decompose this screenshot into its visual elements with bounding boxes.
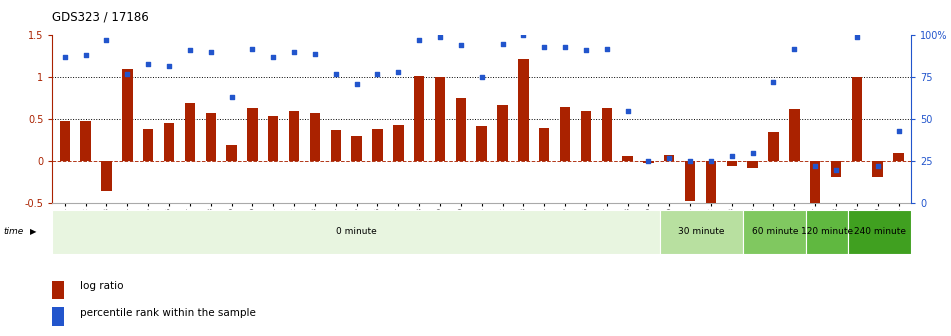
Bar <box>497 105 508 161</box>
Text: time: time <box>4 227 24 236</box>
Point <box>454 43 469 48</box>
Bar <box>81 121 91 161</box>
Bar <box>602 108 611 161</box>
Point <box>99 38 114 43</box>
Bar <box>727 161 737 166</box>
Bar <box>852 77 862 161</box>
Point <box>204 49 219 55</box>
Point <box>786 46 802 51</box>
Bar <box>539 128 550 161</box>
Bar <box>581 111 592 161</box>
Point <box>766 80 781 85</box>
Bar <box>747 161 758 168</box>
Point <box>849 34 864 40</box>
Bar <box>60 121 70 161</box>
Bar <box>685 161 695 201</box>
Point <box>286 49 301 55</box>
Text: GDS323 / 17186: GDS323 / 17186 <box>52 10 149 23</box>
Bar <box>810 161 821 222</box>
Point <box>870 164 885 169</box>
Point <box>578 48 593 53</box>
Point <box>641 159 656 164</box>
Bar <box>331 130 341 161</box>
Text: 120 minute: 120 minute <box>801 227 853 236</box>
Bar <box>372 128 382 161</box>
Point <box>162 63 177 68</box>
Point <box>891 128 906 134</box>
Point <box>828 167 844 172</box>
Point <box>515 33 531 38</box>
Point <box>536 44 552 50</box>
Point <box>475 75 490 80</box>
Bar <box>789 109 800 161</box>
Point <box>328 71 343 77</box>
Bar <box>164 123 174 161</box>
Point <box>183 48 198 53</box>
Point <box>412 38 427 43</box>
Bar <box>848 210 911 254</box>
Point <box>370 71 385 77</box>
Bar <box>706 161 716 203</box>
Point <box>599 46 614 51</box>
Bar <box>393 125 403 161</box>
Bar <box>435 77 445 161</box>
Bar <box>806 210 848 254</box>
Point <box>662 155 677 161</box>
Point <box>557 44 573 50</box>
Point <box>223 95 239 100</box>
Bar <box>560 107 571 161</box>
Bar <box>664 155 674 161</box>
Bar <box>872 161 883 177</box>
Point <box>745 150 760 156</box>
Bar <box>310 114 320 161</box>
Point <box>495 41 510 46</box>
Point <box>433 34 448 40</box>
Bar <box>247 108 258 161</box>
Bar <box>122 69 132 161</box>
Bar <box>476 126 487 161</box>
Point <box>807 164 823 169</box>
Text: ▶: ▶ <box>30 227 37 236</box>
Point <box>725 154 740 159</box>
Bar <box>352 136 361 161</box>
Bar <box>102 161 111 191</box>
Text: 240 minute: 240 minute <box>854 227 905 236</box>
Text: 30 minute: 30 minute <box>678 227 725 236</box>
Bar <box>518 59 529 161</box>
Point <box>391 70 406 75</box>
Point <box>120 71 135 77</box>
Bar <box>268 116 279 161</box>
Bar <box>893 153 903 161</box>
Bar <box>643 161 653 163</box>
Bar <box>414 76 424 161</box>
Bar <box>205 114 216 161</box>
Point <box>620 108 635 114</box>
Bar <box>143 129 153 161</box>
Point <box>349 81 364 87</box>
Point <box>704 159 719 164</box>
Point <box>78 53 93 58</box>
Bar <box>768 132 779 161</box>
Text: 60 minute: 60 minute <box>751 227 798 236</box>
Bar <box>289 111 300 161</box>
Bar <box>660 210 744 254</box>
Point <box>244 46 260 51</box>
Text: 0 minute: 0 minute <box>336 227 377 236</box>
Point <box>265 54 281 60</box>
Bar <box>226 145 237 161</box>
Bar <box>456 98 466 161</box>
Bar <box>744 210 806 254</box>
Point <box>683 159 698 164</box>
Bar <box>622 156 632 161</box>
Bar <box>831 161 842 177</box>
Point <box>141 61 156 67</box>
Point <box>57 54 72 60</box>
Text: percentile rank within the sample: percentile rank within the sample <box>80 308 256 318</box>
Bar <box>52 210 660 254</box>
Text: log ratio: log ratio <box>80 282 124 291</box>
Bar <box>184 103 195 161</box>
Point <box>307 51 322 56</box>
